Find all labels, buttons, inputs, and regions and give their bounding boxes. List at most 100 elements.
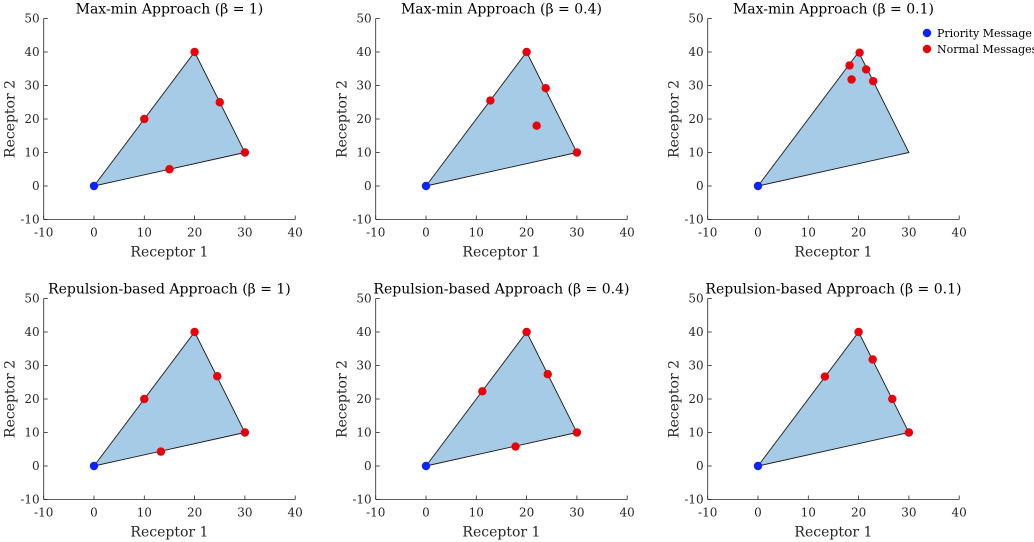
x-tick-label: 0	[754, 506, 762, 520]
y-axis-label: Receptor 2	[335, 80, 351, 158]
subplot-title: Max-min Approach (β = 0.1)	[733, 2, 934, 18]
subplot-1: -10 0 10 20 30 40 -10 0 10 20 30 40 50 Max-min Approa…	[3, 2, 303, 261]
normal-message-point	[522, 47, 531, 57]
x-tick-label: 40	[288, 506, 303, 520]
x-tick-label: 20	[851, 226, 866, 240]
legend-priority-label: Priority Message	[937, 27, 1032, 40]
y-tick-label: 10	[688, 426, 703, 440]
legend: Priority Message Normal Messages	[922, 27, 1034, 56]
y-tick-label: 40	[688, 45, 703, 59]
normal-message-point	[156, 447, 166, 456]
y-tick-label: 30	[24, 359, 39, 373]
x-tick-label: 0	[90, 506, 98, 520]
normal-message-point	[190, 47, 199, 57]
normal-message-point	[904, 428, 914, 437]
y-axis-label: Receptor 2	[667, 80, 683, 158]
normal-message-point	[190, 327, 199, 337]
priority-message-point	[89, 181, 99, 191]
x-tick-label: 0	[422, 506, 430, 520]
subplot-6: -10 0 10 20 30 40 -10 0 10 20 30 40 50Repulsion-base…	[667, 282, 967, 541]
x-tick-label: 40	[620, 506, 635, 520]
normal-message-point	[140, 114, 149, 124]
x-tick-label: 10	[801, 226, 816, 240]
y-tick-label: 10	[356, 426, 371, 440]
y-tick-label: 20	[688, 112, 703, 126]
y-tick-label: -10	[352, 493, 371, 507]
y-tick-label: 0	[364, 459, 372, 473]
y-tick-label: 40	[24, 325, 39, 339]
x-tick-label: 30	[901, 226, 916, 240]
y-axis-label: Receptor 2	[3, 80, 19, 158]
x-tick-label: 30	[901, 506, 916, 520]
y-tick-label: 10	[356, 146, 371, 160]
y-tick-label: 50	[24, 12, 39, 26]
normal-message-point	[868, 76, 878, 86]
y-tick-label: 0	[32, 179, 40, 193]
x-axis-label: Receptor 1	[794, 245, 872, 261]
priority-message-point	[753, 181, 763, 191]
x-tick-label: 30	[569, 226, 584, 240]
x-tick-label: 40	[288, 226, 303, 240]
x-tick-label: 10	[137, 506, 152, 520]
y-tick-label: 50	[356, 292, 371, 306]
x-tick-label: -10	[366, 506, 385, 520]
y-tick-label: 10	[24, 146, 39, 160]
normal-message-point	[868, 355, 877, 364]
priority-message-point	[753, 461, 763, 471]
legend-normal-marker	[922, 44, 932, 54]
subplot-title: Max-min Approach (β = 1)	[76, 2, 264, 18]
y-tick-label: 50	[24, 292, 39, 306]
y-tick-label: 30	[356, 359, 371, 373]
x-tick-label: -10	[34, 506, 53, 520]
y-tick-label: 0	[696, 459, 704, 473]
y-tick-label: 30	[24, 79, 39, 93]
normal-message-point	[543, 370, 552, 379]
y-tick-label: 30	[356, 79, 371, 93]
x-tick-label: 40	[620, 226, 635, 240]
normal-message-point	[861, 65, 871, 74]
reception-region	[424, 331, 578, 467]
subplot-5: -10 0 10 20 30 40 -10 0 10 20 30 40 50Repulsion-base…	[335, 282, 635, 541]
normal-message-point	[215, 98, 224, 107]
normal-message-point	[847, 75, 856, 84]
reception-region	[756, 331, 910, 467]
x-tick-label: -10	[698, 226, 717, 240]
y-tick-label: 20	[24, 112, 39, 126]
x-tick-label: 20	[519, 226, 534, 240]
normal-message-point	[532, 121, 541, 130]
normal-message-point	[511, 442, 520, 451]
subplot-title: Repulsion-based Approach (β = 1)	[48, 282, 291, 298]
x-axis-label: Receptor 1	[794, 525, 872, 541]
y-tick-label: 40	[356, 45, 371, 59]
x-tick-label: 10	[801, 506, 816, 520]
normal-message-point	[845, 61, 854, 70]
x-tick-label: 0	[422, 226, 430, 240]
normal-message-point	[888, 394, 897, 404]
normal-message-point	[854, 327, 863, 337]
priority-message-point	[421, 181, 431, 191]
x-tick-label: 10	[469, 506, 484, 520]
legend-priority-marker	[922, 28, 932, 38]
x-tick-label: 40	[952, 226, 967, 240]
x-axis-label: Receptor 1	[130, 525, 208, 541]
y-axis-label: Receptor 2	[667, 360, 683, 438]
normal-message-point	[486, 96, 495, 105]
x-tick-label: 30	[237, 226, 252, 240]
reception-region	[424, 51, 578, 187]
x-axis-label: Receptor 1	[462, 525, 540, 541]
y-tick-label: 0	[32, 459, 40, 473]
y-axis-label: Receptor 2	[335, 360, 351, 438]
y-tick-label: 50	[356, 12, 371, 26]
y-tick-label: 20	[356, 392, 371, 406]
x-tick-label: 20	[187, 506, 202, 520]
y-tick-label: -10	[20, 493, 39, 507]
y-tick-label: -10	[684, 213, 703, 227]
x-axis-label: Receptor 1	[462, 245, 540, 261]
y-tick-label: 20	[24, 392, 39, 406]
subplot-title: Max-min Approach (β = 0.4)	[401, 2, 602, 18]
normal-message-point	[213, 372, 222, 381]
y-tick-label: -10	[20, 213, 39, 227]
y-tick-label: 50	[688, 292, 703, 306]
subplot-title: Repulsion-based Approach (β = 0.4)	[373, 282, 629, 298]
x-tick-label: 30	[569, 506, 584, 520]
